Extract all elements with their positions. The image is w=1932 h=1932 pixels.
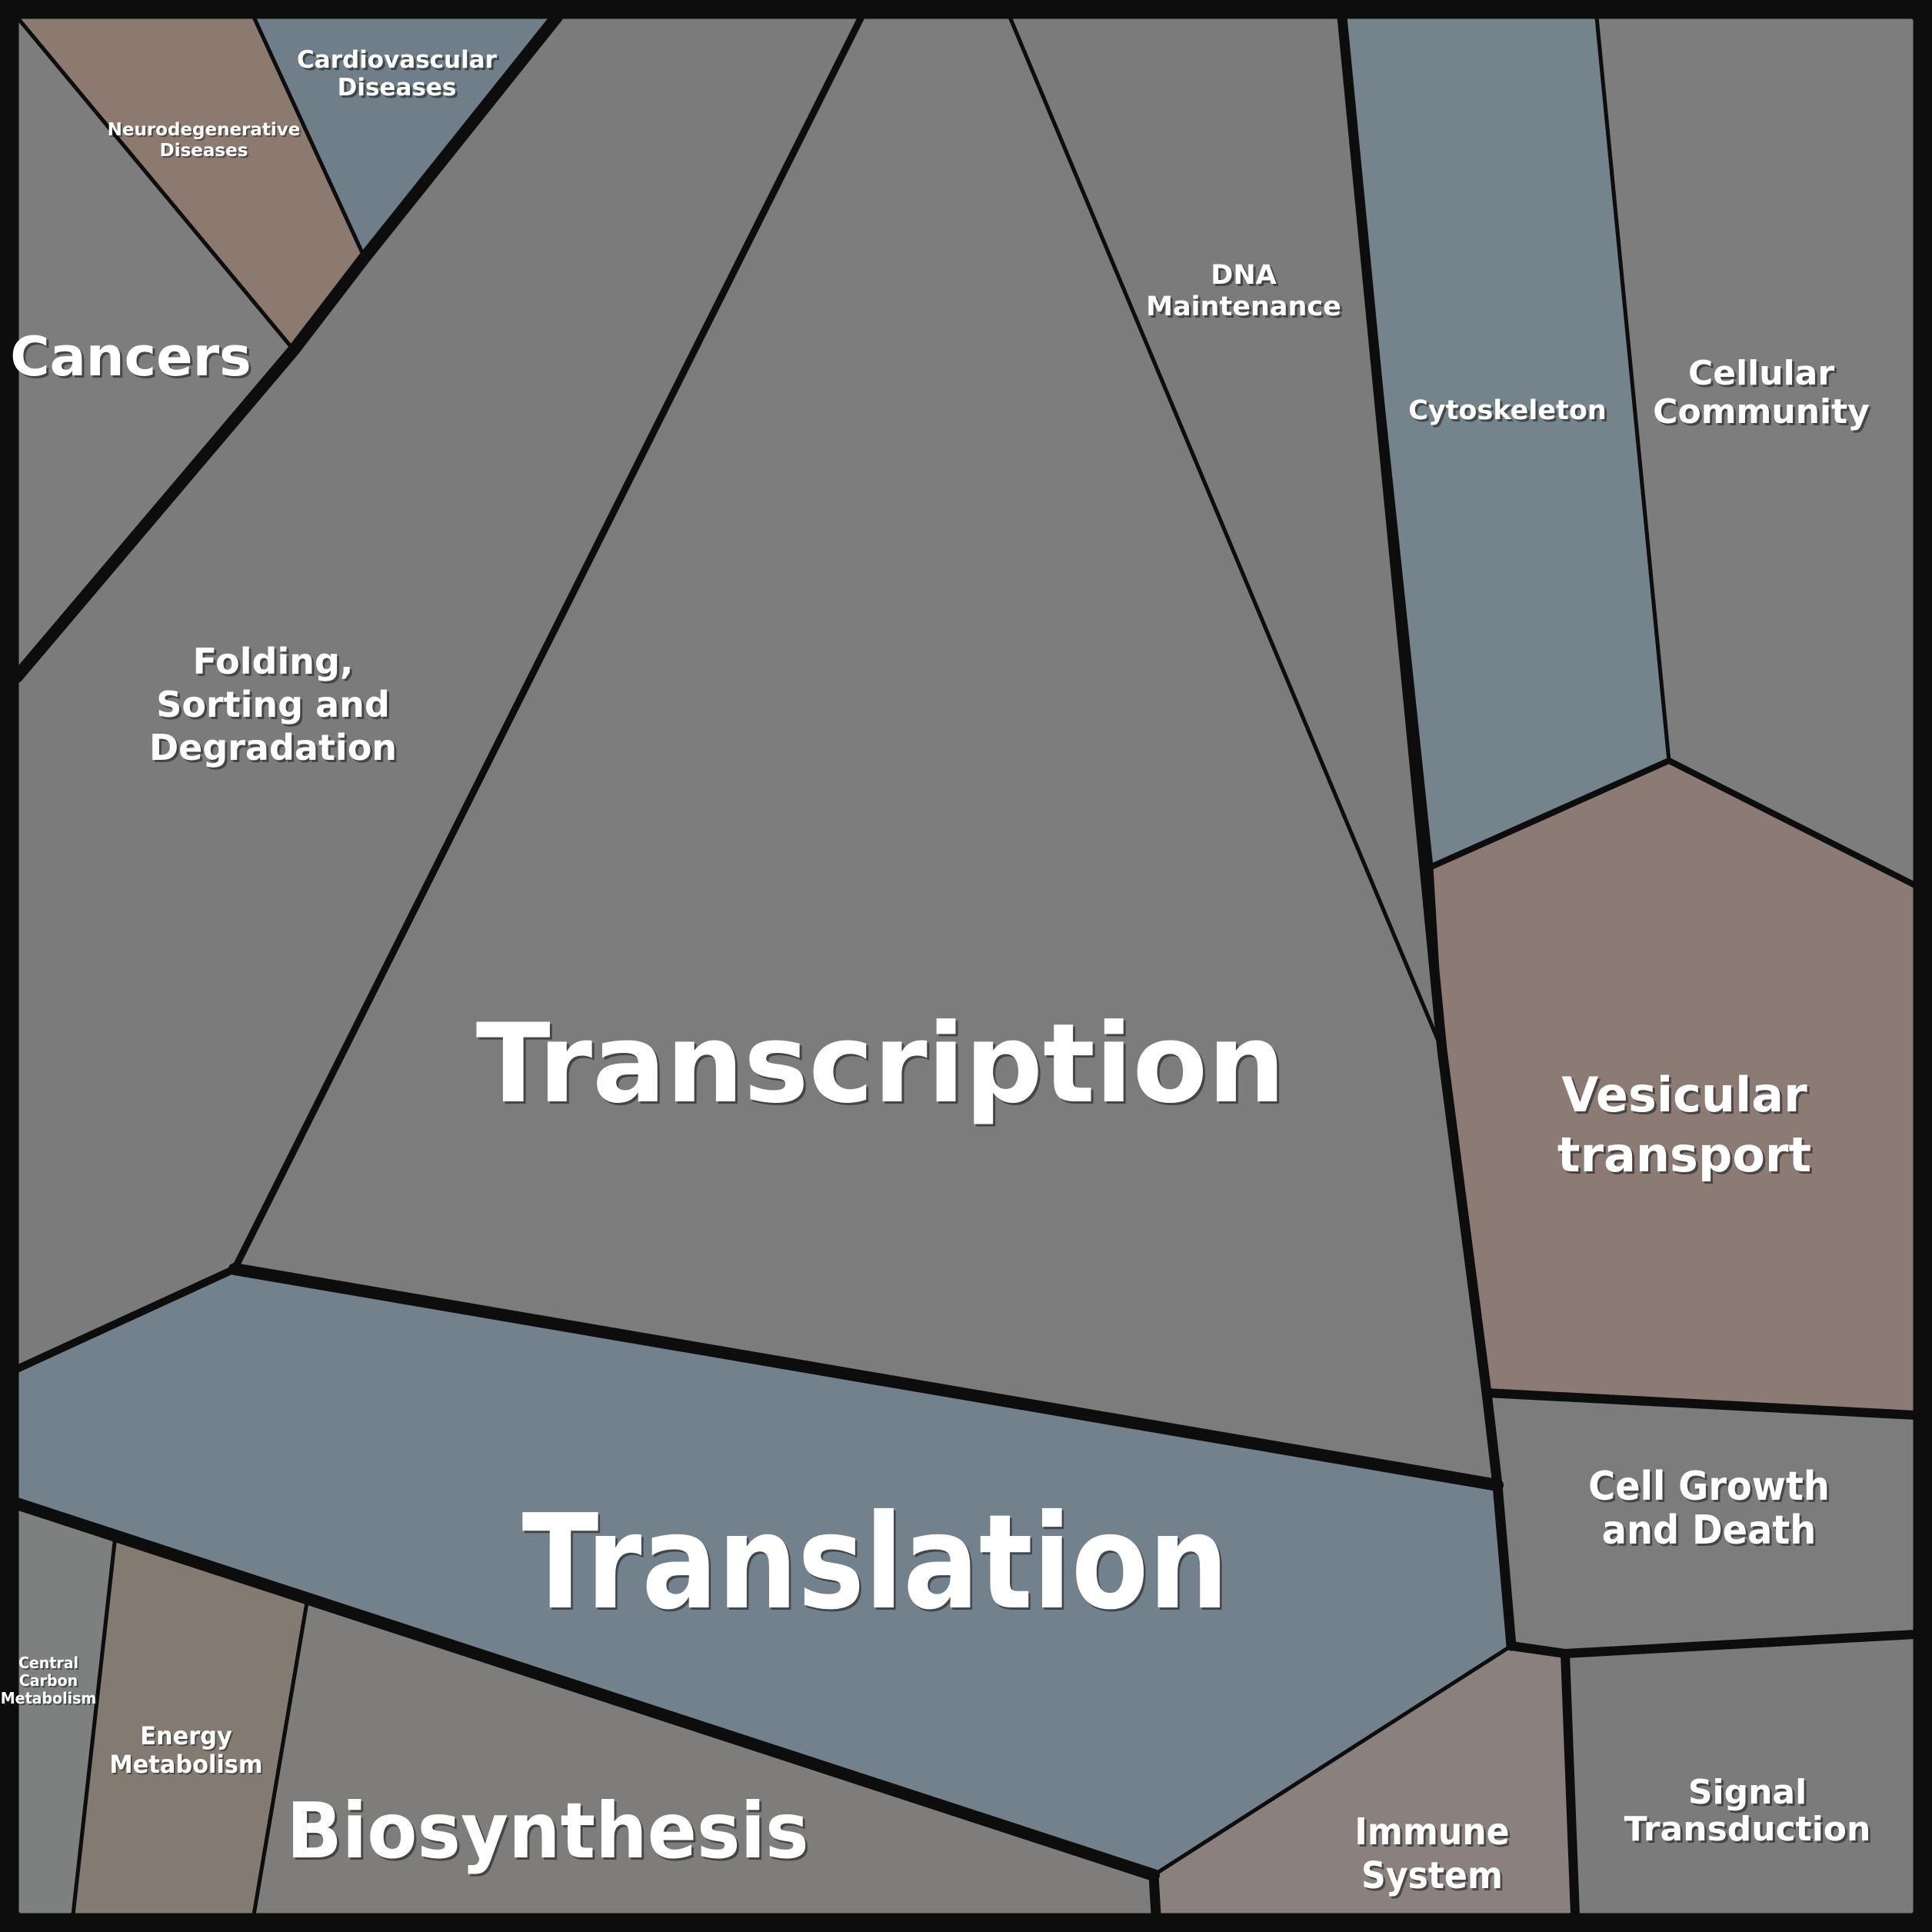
label-cellular-community: Cellular Community: [1653, 354, 1870, 431]
label-translation: Translation: [522, 1487, 1229, 1638]
label-energy-metabolism: Energy Metabolism: [109, 1722, 262, 1779]
group-boundaries: [11, 11, 1920, 1920]
boundary-folding-transcription: [231, 13, 865, 1273]
label-dna-maintenance: DNA Maintenance: [1146, 260, 1341, 322]
boundary-community-vesicular: [1666, 758, 1918, 888]
label-central-carbon-metabolism: Central Carbon Metabolism: [1, 1654, 96, 1708]
label-folding-sorting-degradation: Folding, Sorting and Degradation: [149, 641, 397, 768]
label-transcription: Transcription: [476, 1001, 1285, 1128]
boundary-folding-translation: [13, 1265, 238, 1373]
boundary-diseases-group: [11, 11, 563, 683]
label-cell-growth-and-death: Cell Growth and Death: [1588, 1463, 1830, 1553]
label-signal-transduction: Signal Transduction: [1624, 1773, 1871, 1849]
label-biosynthesis: Biosynthesis: [286, 1787, 808, 1877]
boundary-translation-metabolism: [11, 1497, 1160, 1881]
label-vesicular-transport: Vesicular transport: [1557, 1067, 1811, 1183]
label-immune-system: Immune System: [1354, 1810, 1509, 1897]
label-cardiovascular-diseases: Cardiovascular Diseases: [297, 46, 498, 102]
boundary-transcription-translation: [228, 1263, 1504, 1491]
label-cytoskeleton: Cytoskeleton: [1408, 395, 1607, 426]
boundary-vesicular-cellgrowth: [1482, 1388, 1920, 1420]
boundary-cytoskeleton-vesicular: [1428, 758, 1672, 870]
boundary-immune-signal: [1561, 1649, 1580, 1920]
boundary-biosynthesis-immune: [1148, 1870, 1161, 1920]
label-neurodegenerative-diseases: Neurodegenerative Diseases: [108, 120, 301, 161]
label-cancers: Cancers: [10, 325, 251, 388]
